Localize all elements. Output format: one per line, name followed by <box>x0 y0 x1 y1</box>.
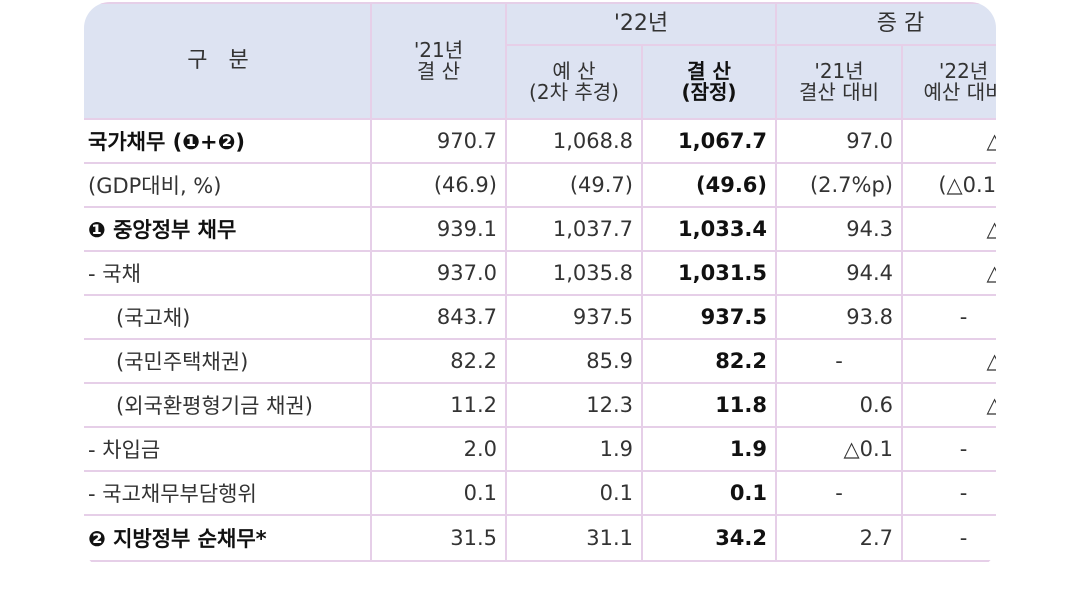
cell-y21: 939.1 <box>370 206 507 252</box>
table-row: (국민주택채권) 82.2 85.9 82.2 - △3 <box>84 339 996 384</box>
cell-vs22: (△0.1% <box>901 163 996 208</box>
cell-vs21: (2.7%p) <box>775 163 904 208</box>
cell-budget: 937.5 <box>505 294 643 340</box>
cell-settlement: 82.2 <box>640 339 778 384</box>
cell-y21: 843.7 <box>370 294 507 340</box>
cell-budget: 1,068.8 <box>505 118 643 164</box>
cell-budget: 1,037.7 <box>505 206 643 252</box>
cell-vs22: △4 <box>901 250 996 296</box>
cell-y21: 2.0 <box>370 426 507 472</box>
cell-y21: 937.0 <box>370 250 507 296</box>
cell-settlement: 34.2 <box>640 514 778 562</box>
cell-vs22: △3 <box>901 339 996 384</box>
cell-y21: 970.7 <box>370 118 507 164</box>
row-label: ❶ 중앙정부 채무 <box>84 206 372 252</box>
cell-y21: 82.2 <box>370 339 507 384</box>
table-row: - 차입금 2.0 1.9 1.9 △0.1 - <box>84 426 996 472</box>
cell-settlement: 1,033.4 <box>640 206 778 252</box>
table-row: - 국채 937.0 1,035.8 1,031.5 94.4 △4 <box>84 250 996 296</box>
cell-settlement: 11.8 <box>640 383 778 428</box>
category-header: 구 분 <box>84 2 372 120</box>
cell-budget: 0.1 <box>505 470 643 516</box>
cell-vs21: 97.0 <box>775 118 904 164</box>
table-row: (GDP대비, %) (46.9) (49.7) (49.6) (2.7%p) … <box>84 163 996 208</box>
cell-budget: 85.9 <box>505 339 643 384</box>
change-header: 증 감 <box>775 2 996 46</box>
debt-table-card: 구 분 '21년 결 산 '22년 증 감 예 산 (2차 추경) 결 산 (잠… <box>84 2 996 570</box>
row-label: ❷ 지방정부 순채무* <box>84 514 372 562</box>
cell-settlement: 0.1 <box>640 470 778 516</box>
cell-vs21: 0.6 <box>775 383 904 428</box>
cell-vs22: △1 <box>901 118 996 164</box>
row-label: - 차입금 <box>84 426 372 472</box>
table-row: ❷ 지방정부 순채무* 31.5 31.1 34.2 2.7 - <box>84 514 996 562</box>
cell-vs22: - <box>901 294 996 340</box>
cell-y21: 0.1 <box>370 470 507 516</box>
table-row: (국고채) 843.7 937.5 937.5 93.8 - <box>84 294 996 340</box>
budget-header: 예 산 (2차 추경) <box>505 44 643 120</box>
y22-header: '22년 <box>504 2 778 46</box>
table-row: 국가채무 (❶+❷) 970.7 1,068.8 1,067.7 97.0 △1 <box>84 118 996 164</box>
y21-settlement-header: '21년 결 산 <box>370 2 507 120</box>
row-label: (GDP대비, %) <box>84 163 372 208</box>
cell-vs21: △0.1 <box>775 426 904 472</box>
settlement-header: 결 산 (잠정) <box>640 44 778 120</box>
national-debt-table: 구 분 '21년 결 산 '22년 증 감 예 산 (2차 추경) 결 산 (잠… <box>84 2 996 562</box>
row-label: (국고채) <box>84 294 372 340</box>
cell-settlement: (49.6) <box>640 163 778 208</box>
cell-y21: 11.2 <box>370 383 507 428</box>
cell-y21: (46.9) <box>370 163 507 208</box>
cell-settlement: 1,067.7 <box>640 118 778 164</box>
cell-budget: 12.3 <box>505 383 643 428</box>
table-row: ❶ 중앙정부 채무 939.1 1,037.7 1,033.4 94.3 △4 <box>84 206 996 252</box>
cell-settlement: 1,031.5 <box>640 250 778 296</box>
row-label: - 국고채무부담행위 <box>84 470 372 516</box>
cell-vs21: - <box>775 470 904 516</box>
table-row: (외국환평형기금 채권) 11.2 12.3 11.8 0.6 △0 <box>84 383 996 428</box>
cell-budget: 1.9 <box>505 426 643 472</box>
cell-settlement: 1.9 <box>640 426 778 472</box>
cell-budget: 1,035.8 <box>505 250 643 296</box>
cell-vs21: - <box>775 339 904 384</box>
cell-vs22: - <box>901 514 996 562</box>
cell-budget: 31.1 <box>505 514 643 562</box>
vs22-header: '22년 예산 대비 <box>901 44 996 120</box>
vs21-header: '21년 결산 대비 <box>775 44 904 120</box>
row-label: (외국환평형기금 채권) <box>84 383 372 428</box>
cell-y21: 31.5 <box>370 514 507 562</box>
cell-settlement: 937.5 <box>640 294 778 340</box>
cell-vs22: - <box>901 470 996 516</box>
cell-budget: (49.7) <box>505 163 643 208</box>
cell-vs21: 94.3 <box>775 206 904 252</box>
cell-vs22: - <box>901 426 996 472</box>
cell-vs21: 94.4 <box>775 250 904 296</box>
table-row: - 국고채무부담행위 0.1 0.1 0.1 - - <box>84 470 996 516</box>
cell-vs22: △0 <box>901 383 996 428</box>
row-label: (국민주택채권) <box>84 339 372 384</box>
cell-vs21: 93.8 <box>775 294 904 340</box>
cell-vs22: △4 <box>901 206 996 252</box>
row-label: 국가채무 (❶+❷) <box>84 118 372 164</box>
row-label: - 국채 <box>84 250 372 296</box>
cell-vs21: 2.7 <box>775 514 904 562</box>
